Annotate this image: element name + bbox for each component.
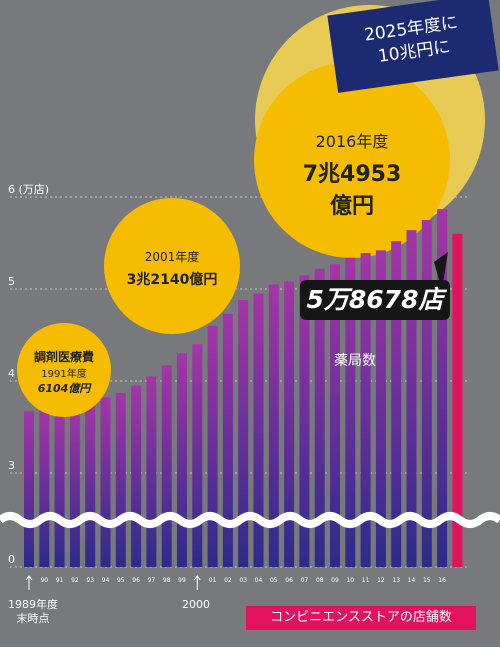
year-arrow: [193, 575, 201, 590]
x-tick-label: 02: [224, 577, 232, 584]
bar-pharmacy: [406, 230, 417, 567]
x-tick-label: 99: [178, 577, 186, 584]
year-arrow: [25, 575, 33, 590]
bubble-2001-value: 3兆2140億円: [126, 272, 218, 288]
bar-pharmacy: [161, 365, 172, 567]
x-tick-label: 97: [148, 577, 156, 584]
y-tick-label: 5: [8, 275, 15, 288]
bar-pharmacy: [330, 264, 340, 567]
y-tick-label: 4: [8, 367, 15, 380]
x-tick-label: 03: [239, 577, 247, 584]
bar-pharmacy: [238, 300, 249, 567]
bar-pharmacy: [360, 253, 371, 567]
year-2000-label: 2000: [182, 598, 210, 611]
x-tick-label: 94: [102, 577, 110, 584]
callout-pointer: [434, 252, 448, 290]
bubble-1991-title: 調剤医療費: [33, 350, 94, 364]
bar-pharmacy: [284, 281, 295, 567]
y-tick-label: 3: [8, 459, 15, 472]
x-tick-label: 04: [255, 577, 263, 584]
x-tick-label: 15: [423, 577, 431, 584]
x-tick-label: 01: [209, 577, 217, 584]
bar-convenience-stores: [452, 233, 463, 568]
x-tick-label: 13: [392, 577, 400, 584]
bubble-2016: [254, 62, 450, 258]
x-tick-label: 07: [301, 577, 309, 584]
bubble-2001: [104, 198, 240, 334]
x-tick-label: 91: [56, 577, 64, 584]
bar-pharmacy: [268, 284, 279, 567]
bubble-2016-year: 2016年度: [315, 132, 389, 151]
x-tick-label: 92: [71, 577, 79, 584]
x-tick-label: 12: [377, 577, 385, 584]
bubble-1991: [17, 323, 111, 417]
x-tick-label: 10: [346, 577, 354, 584]
bubble-1991-text: 調剤医療費 1991年度 6104億円: [22, 348, 106, 396]
bar-pharmacy: [375, 250, 386, 568]
x-tick-label: 14: [408, 577, 416, 584]
bubble-2016-value: 7兆4953億円: [302, 162, 402, 219]
x-tick-label: 05: [270, 577, 278, 584]
bubble-1991-year: 1991年度: [41, 369, 87, 380]
bar-pharmacy: [54, 408, 65, 567]
bubble-2016-text: 2016年度 7兆4953億円: [292, 128, 412, 220]
bar-pharmacy: [391, 241, 402, 567]
y-tick-label: 0: [8, 553, 15, 566]
bubble-1991-value: 6104億円: [37, 382, 91, 395]
bar-pharmacy: [421, 220, 432, 567]
bubble-2001-year: 2001年度: [144, 250, 200, 264]
first-year-label: 1989年度 末時点: [8, 598, 58, 625]
y-tick-label: 6 (万店): [8, 182, 49, 196]
bar-pharmacy: [24, 411, 34, 567]
bar-pharmacy: [100, 397, 111, 567]
bar-pharmacy: [177, 353, 187, 567]
axis-break-wave: [0, 512, 500, 528]
x-tick-label: 09: [331, 577, 339, 584]
bar-pharmacy: [437, 209, 448, 567]
bar-pharmacy: [39, 409, 50, 567]
bar-pharmacy: [131, 385, 142, 567]
convenience-store-label: コンビニエンスストアの店舗数: [246, 606, 476, 630]
pharmacy-count-callout: 5万8678店: [300, 280, 450, 320]
x-tick-label: 93: [86, 577, 94, 584]
x-tick-label: 96: [132, 577, 140, 584]
x-tick-label: 95: [117, 577, 125, 584]
bar-pharmacy: [85, 402, 96, 567]
pharmacy-series-label: 薬局数: [334, 353, 376, 369]
bar-pharmacy: [345, 257, 356, 567]
bar-pharmacy: [69, 405, 80, 567]
bar-pharmacy: [146, 376, 157, 567]
bar-pharmacy: [115, 392, 126, 567]
bar-pharmacy: [314, 268, 325, 567]
x-tick-label: 90: [40, 577, 48, 584]
x-tick-label: 11: [362, 577, 370, 584]
bar-pharmacy: [207, 325, 218, 567]
x-tick-label: 06: [285, 577, 293, 584]
x-tick-label: 16: [438, 577, 446, 584]
bar-pharmacy: [192, 344, 203, 567]
x-tick-label: 08: [316, 577, 324, 584]
bar-pharmacy: [222, 313, 233, 567]
bubble-2001-text: 2001年度 3兆2140億円: [112, 248, 232, 289]
bar-pharmacy: [253, 293, 264, 567]
x-tick-label: 98: [163, 577, 171, 584]
bar-pharmacy: [299, 275, 310, 567]
